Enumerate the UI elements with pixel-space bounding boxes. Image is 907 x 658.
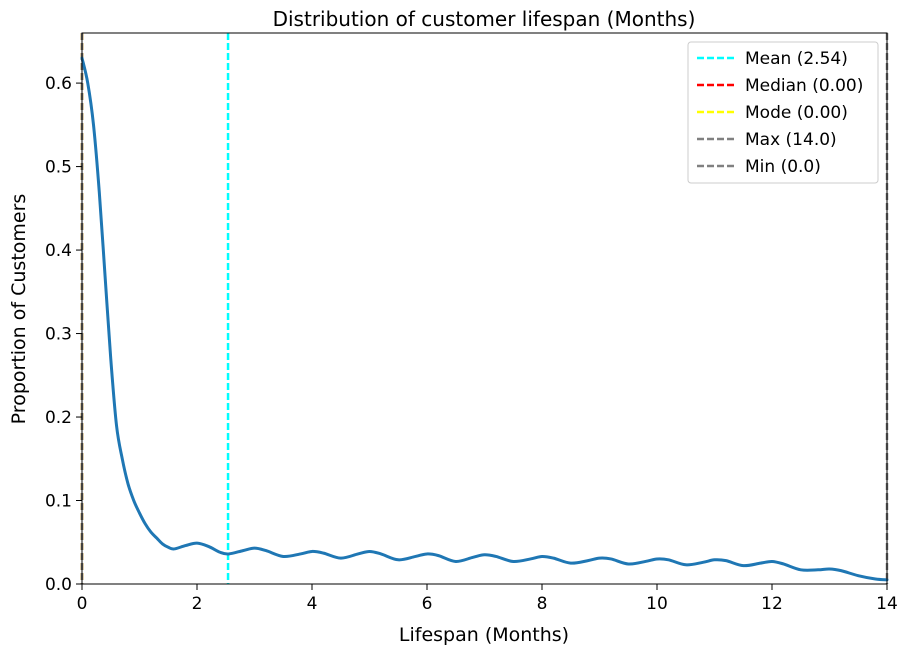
legend-label-3: Max (14.0)	[745, 130, 837, 150]
y-tick-label: 0.6	[45, 74, 72, 94]
series-group	[80, 56, 889, 582]
x-tick-label: 2	[192, 594, 203, 614]
chart-title: Distribution of customer lifespan (Month…	[273, 7, 696, 31]
y-axis-label: Proportion of Customers	[8, 194, 30, 425]
legend: Mean (2.54) Median (0.00) Mode (0.00) Max (…	[687, 41, 879, 184]
x-tick-label: 8	[537, 594, 548, 614]
x-axis-label: Lifespan (Months)	[399, 624, 569, 646]
plot-border	[81, 32, 888, 585]
legend-label-1: Median (0.00)	[745, 76, 863, 96]
y-tick-label: 0.2	[45, 408, 72, 428]
y-tick-label: 0.4	[45, 241, 72, 261]
x-axis-ticks: 0 2 4 6 8 10 12 14	[77, 584, 898, 614]
y-tick-label: 0.0	[45, 575, 72, 595]
x-tick-label: 0	[77, 594, 88, 614]
y-axis-ticks: 0.0 0.1 0.2 0.3 0.4 0.5 0.6	[45, 74, 82, 595]
legend-label-2: Mode (0.00)	[745, 103, 848, 123]
legend-box	[687, 41, 879, 184]
series-line-0	[80, 56, 889, 582]
legend-label-4: Min (0.0)	[745, 157, 821, 177]
x-tick-label: 10	[646, 594, 668, 614]
y-tick-label: 0.1	[45, 492, 72, 512]
x-tick-label: 12	[761, 594, 783, 614]
legend-label-0: Mean (2.54)	[745, 49, 848, 69]
plot-frame	[81, 32, 888, 585]
x-tick-label: 4	[307, 594, 318, 614]
x-tick-label: 14	[876, 594, 898, 614]
y-tick-label: 0.5	[45, 158, 72, 178]
y-tick-label: 0.3	[45, 325, 72, 345]
x-tick-label: 6	[422, 594, 433, 614]
